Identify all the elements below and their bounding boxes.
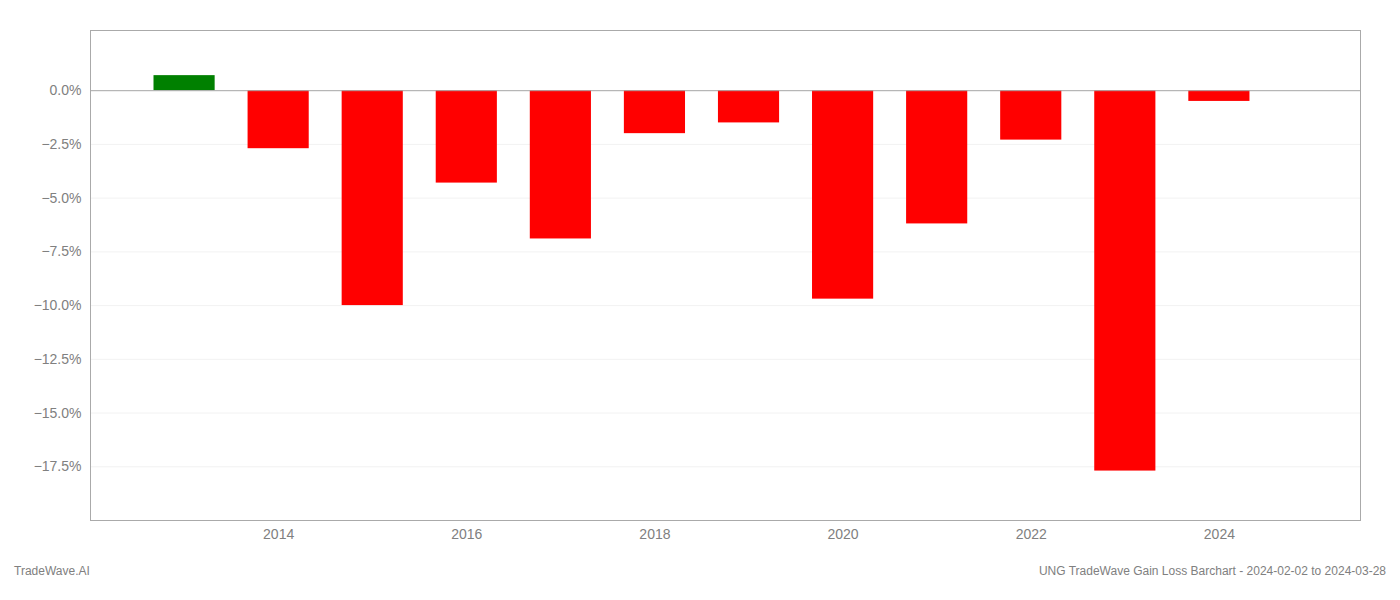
- svg-text:2022: 2022: [1016, 526, 1047, 542]
- svg-text:−5.0%: −5.0%: [41, 190, 81, 206]
- html-text:TradeWave.AI: TradeWave.AI: [14, 564, 90, 578]
- svg-text:0.0%: 0.0%: [50, 82, 82, 98]
- svg-text:−15.0%: −15.0%: [34, 405, 82, 421]
- svg-text:2020: 2020: [828, 526, 859, 542]
- svg-text:2016: 2016: [451, 526, 482, 542]
- svg-text:−17.5%: −17.5%: [34, 458, 82, 474]
- svg-text:−12.5%: −12.5%: [34, 351, 82, 367]
- html-text:UNG TradeWave Gain Loss Barcha: UNG TradeWave Gain Loss Barchart - 2024-…: [1038, 564, 1386, 578]
- svg-text:2024: 2024: [1204, 526, 1235, 542]
- svg-text:−7.5%: −7.5%: [41, 243, 81, 259]
- svg-text:−2.5%: −2.5%: [41, 136, 81, 152]
- svg-text:2014: 2014: [263, 526, 294, 542]
- svg-text:2018: 2018: [639, 526, 670, 542]
- svg-text:−10.0%: −10.0%: [34, 297, 82, 313]
